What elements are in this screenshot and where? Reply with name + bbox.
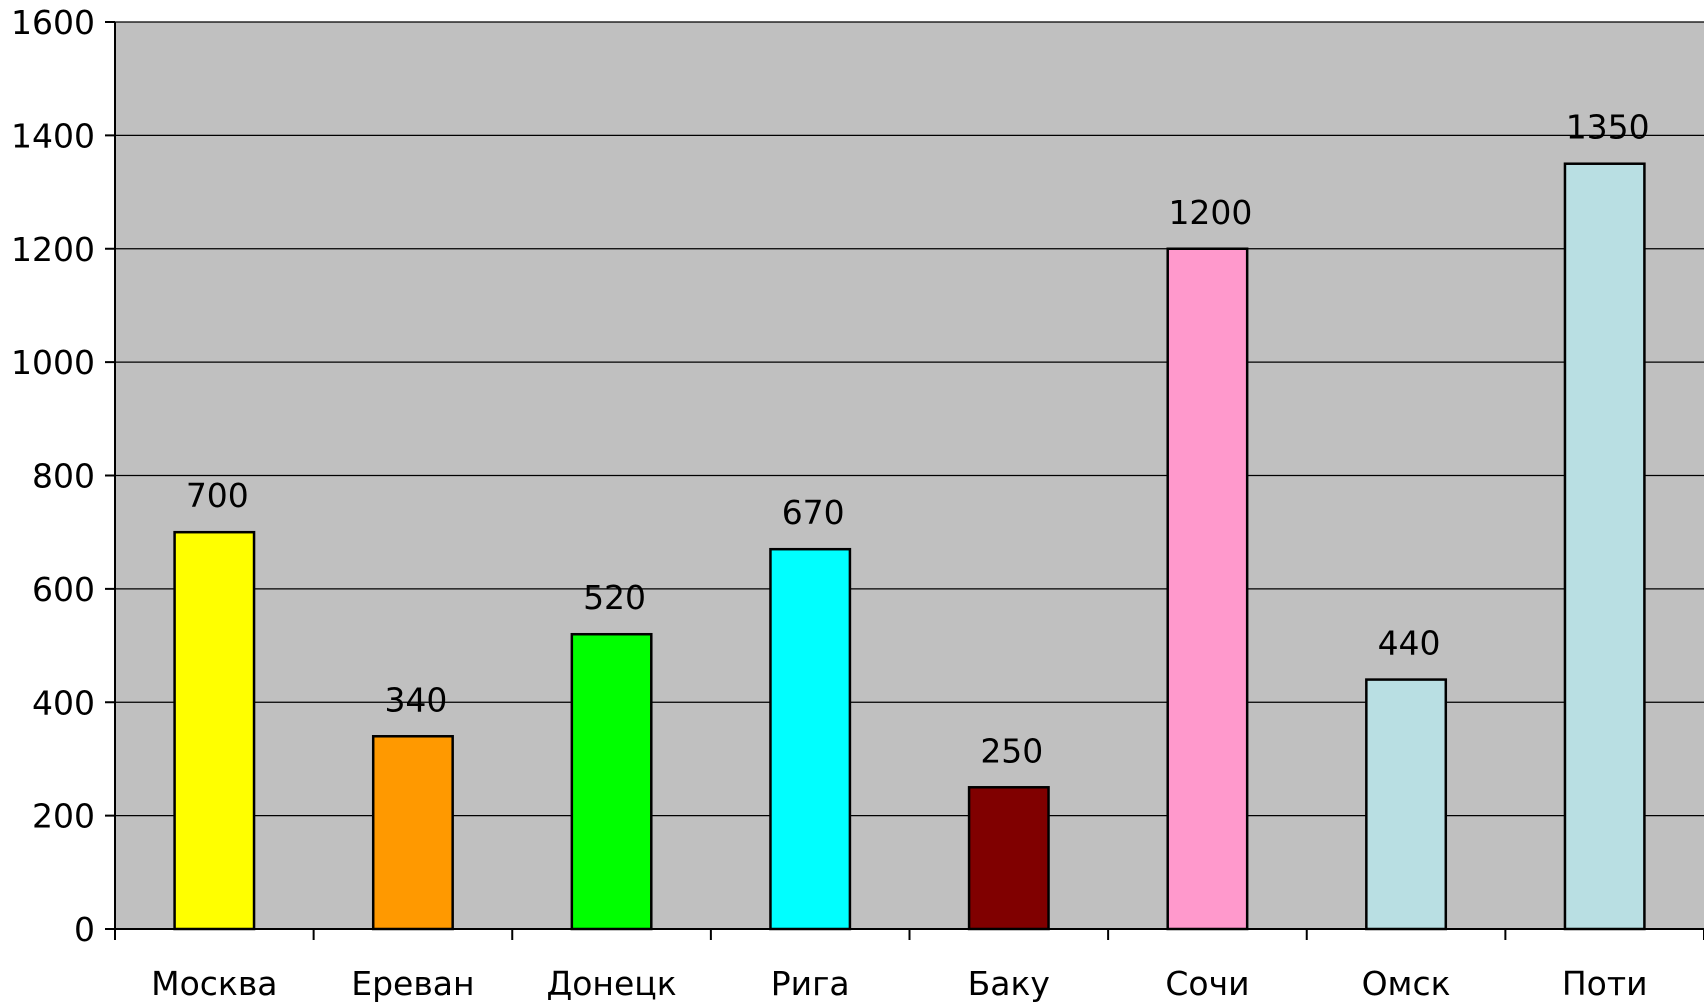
y-tick-label-1600: 1600 [11,3,95,42]
bar-3 [570,632,653,931]
x-tick-label-4: Рига [771,964,850,1003]
data-label-7: 440 [1378,624,1441,663]
data-label-1: 700 [186,476,249,515]
data-label-4: 670 [782,493,845,532]
y-tick-label-600: 600 [32,570,95,609]
axes [105,21,1704,940]
y-tick-label-1200: 1200 [11,230,95,269]
data-label-6: 1200 [1168,193,1252,232]
bars [173,162,1646,931]
data-label-2: 340 [384,680,447,719]
bar-8 [1563,162,1646,931]
bar-1 [173,530,256,931]
y-tick-label-200: 200 [32,797,95,836]
x-tick-label-8: Поти [1562,964,1648,1003]
y-tick-label-400: 400 [32,683,95,722]
labels: 0 200 400 600 800 1000 1200 1400 1600 Москва Ерева… [11,3,1650,1003]
x-tick-label-2: Ереван [351,964,474,1003]
y-tick-label-800: 800 [32,457,95,496]
bar-6 [1166,247,1249,931]
y-tick-label-1400: 1400 [11,116,95,155]
x-tick-label-7: Омск [1362,964,1451,1003]
x-tick-label-5: Баку [968,964,1050,1003]
data-label-3: 520 [583,578,646,617]
bar-7 [1365,678,1448,931]
bar-4 [769,547,852,931]
x-tick-label-3: Донецк [546,964,676,1003]
y-tick-label-1000: 1000 [11,343,95,382]
data-label-8: 1350 [1566,108,1650,147]
data-label-5: 250 [980,731,1043,770]
x-tick-label-1: Москва [151,964,277,1003]
bar-2 [371,735,454,931]
bar-5 [967,786,1050,931]
y-tick-label-0: 0 [74,910,95,949]
x-tick-label-6: Сочи [1165,964,1249,1003]
